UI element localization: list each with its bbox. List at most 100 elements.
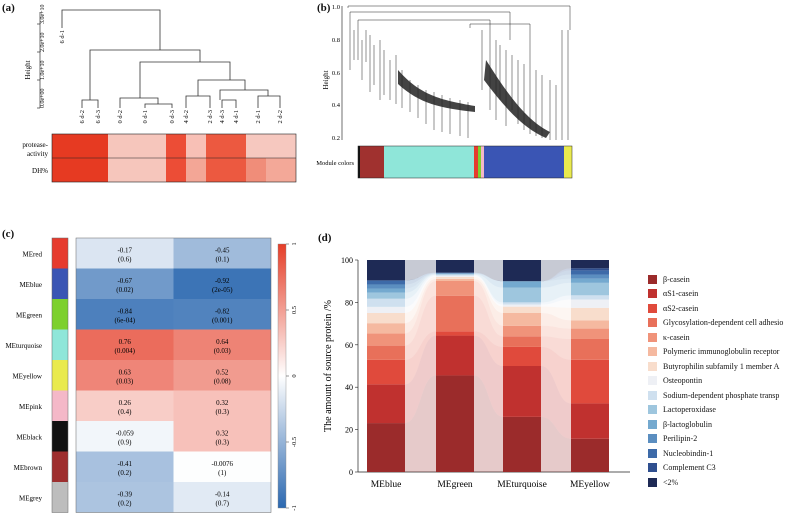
- legend-label: Osteopontin: [663, 376, 703, 386]
- flow-ribbon: [405, 272, 436, 285]
- bar-segment: [503, 302, 541, 305]
- bar-segment: [571, 299, 609, 308]
- bar-segment: [571, 328, 609, 339]
- bar-segment: [571, 268, 609, 271]
- legend-swatch: [648, 405, 657, 415]
- ytick-label: 0.4: [332, 102, 341, 109]
- legend-swatch: [648, 303, 657, 313]
- bar-segment: [503, 281, 541, 288]
- correlation-value: -0.14: [215, 490, 230, 498]
- p-value: (0.9): [118, 438, 132, 446]
- bar-segment: [436, 260, 474, 273]
- bar-segment: [367, 359, 405, 385]
- panel-b-dense-branch: [398, 70, 475, 112]
- heatmap-cell: [173, 390, 271, 421]
- bar-segment: [367, 313, 405, 324]
- bar-segment: [503, 346, 541, 366]
- scale-tick-label: -0.5: [291, 437, 298, 447]
- bar-segment: [503, 260, 541, 282]
- leaf-label: 6 d-2: [79, 110, 86, 124]
- p-value: (1): [218, 469, 227, 477]
- trait-label-protease: protease-: [22, 141, 48, 149]
- correlation-value: 0.32: [216, 429, 229, 437]
- ytick-label: 3.0e+10: [40, 4, 46, 24]
- correlation-value: -0.0076: [211, 460, 233, 468]
- panel-c-heatmap: MEred -0.17(0.6)-0.45(0.1)MEblue -0.67(0.0…: [5, 237, 298, 513]
- legend-item: Osteopontin: [648, 374, 783, 389]
- bar-segment: [436, 276, 474, 279]
- flow-ribbon: [474, 274, 503, 303]
- ytick-label: 1.0e+10: [40, 60, 46, 80]
- scale-tick-label: 1: [291, 242, 298, 245]
- flow-ribbon: [405, 274, 436, 307]
- leaf-label: 0 d-2: [117, 110, 124, 124]
- bar-segment: [367, 288, 405, 293]
- legend-label: Sodium-dependent phosphate transp: [663, 390, 780, 400]
- bar-segment: [503, 287, 541, 303]
- module-color-swatch: [52, 268, 68, 299]
- legend-item: Glycosylation-dependent cell adhesio: [648, 316, 783, 331]
- flow-ribbon: [474, 280, 503, 337]
- heatmap-cell: [173, 482, 271, 513]
- correlation-value: 0.26: [119, 399, 132, 407]
- module-label: MEgrey: [19, 494, 42, 502]
- bar-segment: [436, 274, 474, 275]
- legend-swatch: [648, 448, 657, 458]
- bar-segment: [367, 423, 405, 472]
- legend-label: αS1-casein: [663, 289, 699, 299]
- flow-ribbon: [541, 260, 571, 282]
- module-label: MEred: [23, 250, 43, 258]
- flow-ribbon: [541, 306, 571, 321]
- module-color-swatch: [52, 238, 68, 269]
- panel-b-dense-branch: [484, 60, 550, 138]
- p-value: (0.08): [214, 377, 232, 385]
- flow-ribbon: [405, 273, 436, 289]
- flow-ribbon: [405, 375, 436, 472]
- flow-ribbon: [405, 331, 436, 385]
- flow-ribbon: [541, 278, 571, 288]
- module-label: MEyellow: [12, 372, 42, 380]
- heatmap-cell: [76, 421, 174, 452]
- bar-segment: [436, 335, 474, 376]
- flow-ribbon: [541, 336, 571, 360]
- module-color-swatch: [52, 390, 68, 421]
- ytick-label: 0.2: [332, 135, 340, 142]
- panel-a-yticks: 0.0e+00 1.0e+10 2.0e+10 3.0e+10: [37, 4, 46, 109]
- bar-segment: [571, 260, 609, 269]
- legend-swatch: [648, 419, 657, 429]
- legend-swatch: [648, 289, 657, 299]
- panel-a-trait-heatmap: [51, 133, 297, 183]
- leaf-label: 0 d-3: [169, 110, 176, 124]
- flow-ribbon: [541, 274, 571, 282]
- bar-segment: [571, 320, 609, 329]
- heatmap-cell: [76, 482, 174, 513]
- flow-ribbon: [474, 278, 503, 326]
- correlation-value: 0.76: [119, 338, 132, 346]
- x-category-label: MEblue: [371, 480, 402, 490]
- bar-segment: [436, 331, 474, 336]
- bar-segment: [367, 345, 405, 360]
- ytick-label: 100: [341, 256, 353, 265]
- heatmap-cell: [76, 329, 174, 360]
- module-color-swatch: [52, 299, 68, 330]
- correlation-value: -0.41: [117, 460, 132, 468]
- flow-ribbon: [474, 295, 503, 347]
- legend-swatch: [648, 390, 657, 400]
- leaf-label: 4 d-2: [183, 110, 190, 124]
- bar-segment: [571, 295, 609, 300]
- heatmap-cell: [173, 451, 271, 482]
- flow-ribbon: [474, 260, 503, 282]
- heatmap-cell: [76, 451, 174, 482]
- p-value: (0.004): [115, 347, 136, 355]
- legend-item: Sodium-dependent phosphate transp: [648, 388, 783, 403]
- flow-ribbon: [405, 335, 436, 424]
- heatmap-cell: [173, 329, 271, 360]
- module-label: MEblue: [19, 281, 42, 289]
- p-value: (2e-05): [212, 286, 233, 294]
- panel-b-ylabel: Height: [322, 70, 330, 89]
- correlation-value: -0.92: [215, 277, 230, 285]
- module-label: MEgreen: [16, 311, 43, 319]
- bar-segment: [367, 292, 405, 299]
- heatmap-cell: [76, 299, 174, 330]
- legend-label: Nucleobindin-1: [663, 448, 714, 458]
